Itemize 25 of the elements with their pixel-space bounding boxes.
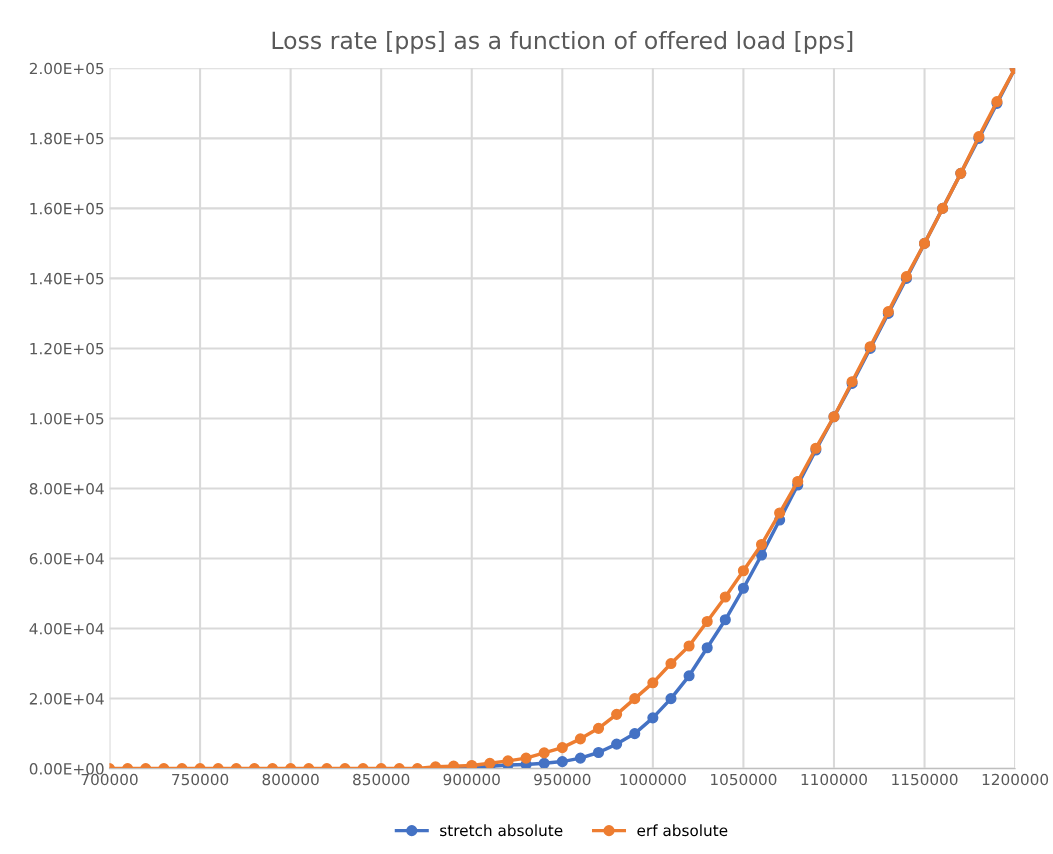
legend-label: erf absolute	[637, 824, 728, 837]
y-tick-label: 6.00E+04	[29, 552, 104, 565]
chart-title: Loss rate [pps] as a function of offered load [pps]	[272, 30, 853, 54]
x-tick-label: 1000000	[620, 773, 686, 786]
y-tick-label: 1.40E+05	[30, 272, 104, 285]
y-tick-label: 4.00E+04	[29, 623, 104, 635]
x-tick-label: 900000	[443, 773, 500, 786]
x-tick-label: 950000	[534, 773, 591, 786]
y-tick-label: 0.00E+00	[29, 763, 104, 775]
y-tick-label: 2.00E+04	[29, 693, 104, 705]
y-tick-label: 1.60E+05	[30, 202, 104, 215]
y-tick-label: 1.80E+05	[30, 132, 104, 145]
y-tick-label: 1.20E+05	[30, 342, 104, 355]
x-tick-label: 700000	[81, 773, 138, 786]
x-tick-label: 750000	[172, 773, 229, 786]
x-tick-label: 1100000	[801, 773, 867, 786]
x-tick-label: 1150000	[892, 773, 958, 786]
legend-label: stretch absolute	[440, 824, 563, 837]
x-tick-label: 1050000	[711, 773, 777, 786]
x-tick-label: 850000	[353, 773, 410, 786]
y-tick-label: 2.00E+05	[29, 62, 104, 75]
y-tick-label: 1.00E+05	[30, 412, 104, 425]
y-tick-label: 8.00E+04	[29, 482, 104, 495]
x-tick-label: 1200000	[982, 773, 1049, 786]
x-tick-label: 800000	[262, 773, 319, 786]
